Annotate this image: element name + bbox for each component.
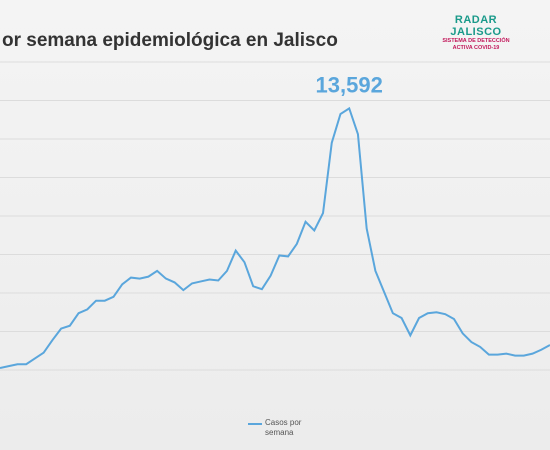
data-line	[0, 106, 550, 370]
chart-title: or semana epidemiológica en Jalisco	[2, 30, 338, 51]
logo: RADAR JALISCO SISTEMA DE DETECCIÓN ACTIV…	[428, 14, 524, 52]
logo-title: RADAR JALISCO	[450, 14, 502, 38]
logo-line: SISTEMA DE DETECCIÓN	[442, 38, 510, 44]
logo-line: ACTIVA COVID-19	[452, 45, 500, 51]
data-label: 13,592	[316, 72, 383, 97]
legend-label: Casos por semana	[265, 418, 302, 437]
